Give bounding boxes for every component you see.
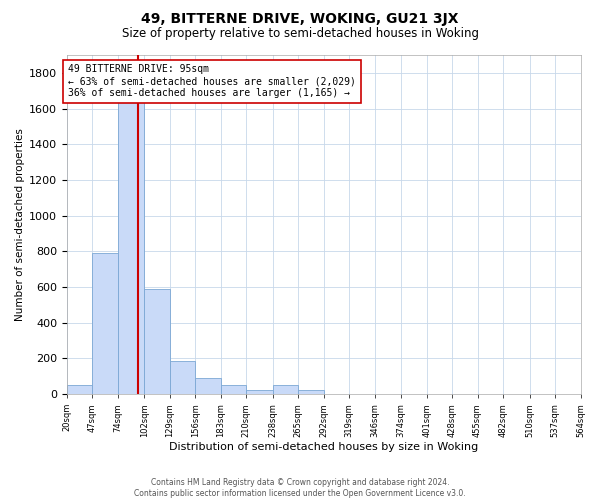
Bar bbox=[273, 385, 298, 394]
Bar bbox=[118, 94, 145, 394]
X-axis label: Distribution of semi-detached houses by size in Woking: Distribution of semi-detached houses by … bbox=[169, 442, 478, 452]
Bar bbox=[170, 361, 196, 394]
Text: Size of property relative to semi-detached houses in Woking: Size of property relative to semi-detach… bbox=[121, 28, 479, 40]
Y-axis label: Number of semi-detached properties: Number of semi-detached properties bbox=[15, 128, 25, 321]
Text: Contains HM Land Registry data © Crown copyright and database right 2024.
Contai: Contains HM Land Registry data © Crown c… bbox=[134, 478, 466, 498]
Bar bbox=[196, 378, 221, 394]
Bar bbox=[221, 385, 247, 394]
Bar bbox=[298, 390, 324, 394]
Bar bbox=[92, 253, 118, 394]
Bar bbox=[145, 289, 170, 394]
Bar bbox=[67, 386, 92, 394]
Text: 49, BITTERNE DRIVE, WOKING, GU21 3JX: 49, BITTERNE DRIVE, WOKING, GU21 3JX bbox=[141, 12, 459, 26]
Bar bbox=[247, 390, 273, 394]
Text: 49 BITTERNE DRIVE: 95sqm
← 63% of semi-detached houses are smaller (2,029)
36% o: 49 BITTERNE DRIVE: 95sqm ← 63% of semi-d… bbox=[68, 64, 356, 98]
